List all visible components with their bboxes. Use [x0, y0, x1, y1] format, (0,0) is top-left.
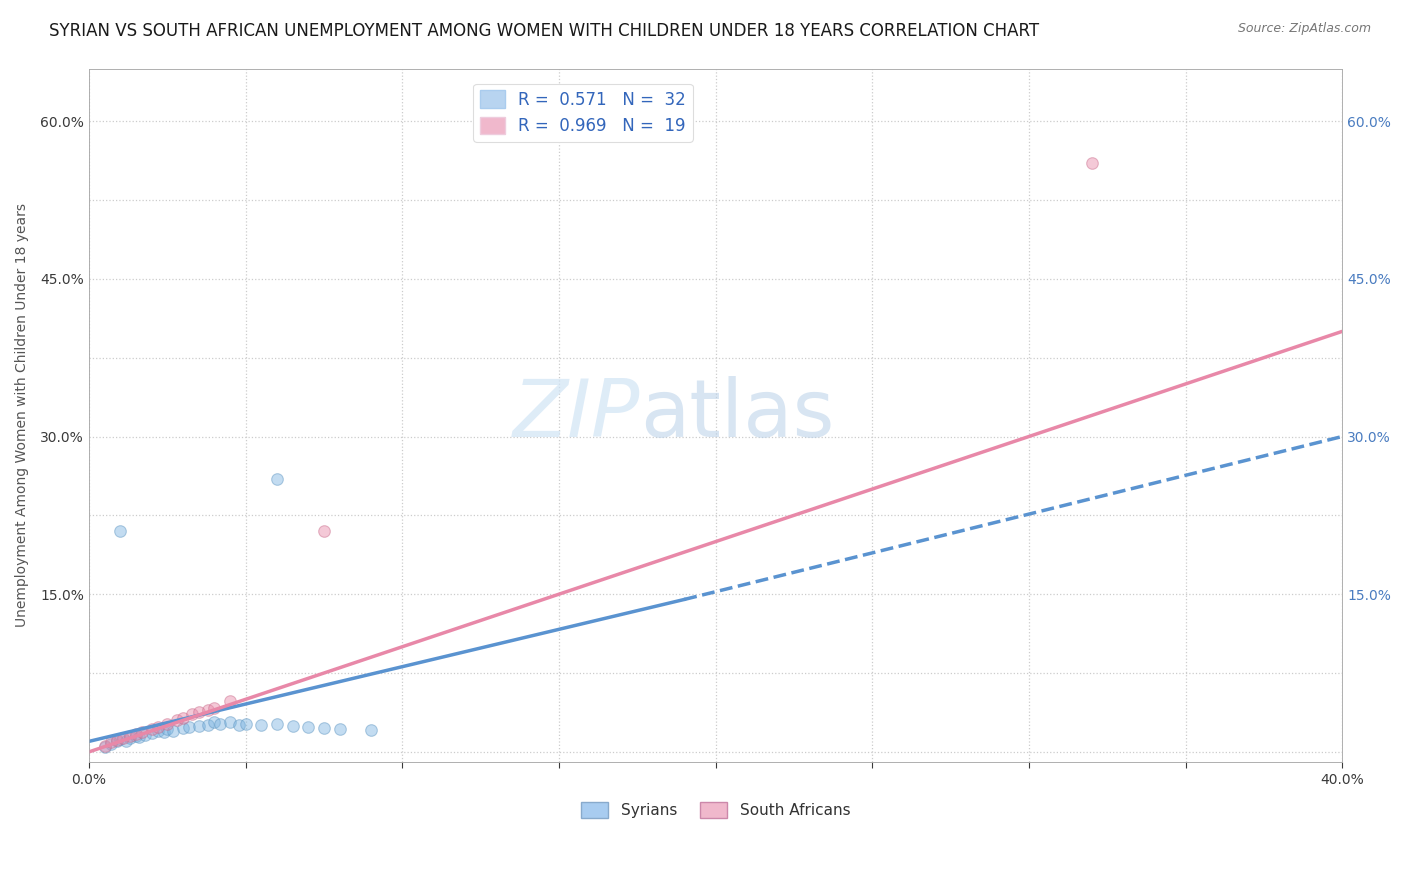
Point — [128, 730, 150, 744]
Point — [266, 716, 288, 731]
Point — [187, 705, 209, 719]
Point — [266, 472, 288, 486]
Point — [197, 703, 219, 717]
Point — [118, 731, 141, 746]
Point — [153, 725, 176, 739]
Point — [162, 723, 184, 738]
Point — [118, 729, 141, 743]
Y-axis label: Unemployment Among Women with Children Under 18 years: Unemployment Among Women with Children U… — [15, 203, 30, 627]
Point — [112, 731, 135, 746]
Point — [108, 732, 131, 747]
Point — [1080, 156, 1102, 170]
Point — [125, 727, 148, 741]
Point — [297, 720, 319, 734]
Point — [156, 722, 179, 736]
Point — [179, 720, 201, 734]
Point — [181, 707, 204, 722]
Text: SYRIAN VS SOUTH AFRICAN UNEMPLOYMENT AMONG WOMEN WITH CHILDREN UNDER 18 YEARS CO: SYRIAN VS SOUTH AFRICAN UNEMPLOYMENT AMO… — [49, 22, 1039, 40]
Point — [312, 721, 335, 735]
Point — [141, 726, 163, 740]
Point — [187, 718, 209, 732]
Point — [202, 715, 225, 730]
Point — [156, 716, 179, 731]
Point — [360, 723, 382, 737]
Point — [218, 694, 240, 708]
Point — [146, 720, 169, 734]
Point — [131, 725, 153, 739]
Point — [115, 734, 138, 748]
Point — [202, 700, 225, 714]
Point — [235, 716, 257, 731]
Point — [108, 524, 131, 538]
Point — [125, 729, 148, 743]
Point — [172, 711, 194, 725]
Text: atlas: atlas — [640, 376, 835, 455]
Point — [105, 733, 128, 747]
Point — [228, 717, 250, 731]
Point — [197, 717, 219, 731]
Point — [312, 524, 335, 538]
Text: Source: ZipAtlas.com: Source: ZipAtlas.com — [1237, 22, 1371, 36]
Point — [100, 735, 122, 749]
Point — [100, 737, 122, 751]
Legend: Syrians, South Africans: Syrians, South Africans — [575, 796, 856, 824]
Point — [218, 715, 240, 730]
Point — [146, 723, 169, 738]
Point — [134, 728, 156, 742]
Point — [172, 721, 194, 735]
Point — [328, 722, 350, 736]
Point — [209, 716, 232, 731]
Point — [141, 722, 163, 736]
Point — [250, 717, 273, 731]
Point — [281, 718, 304, 732]
Point — [93, 739, 115, 753]
Text: ZIP: ZIP — [513, 376, 640, 455]
Point — [166, 714, 188, 728]
Point — [105, 734, 128, 748]
Point — [93, 739, 115, 754]
